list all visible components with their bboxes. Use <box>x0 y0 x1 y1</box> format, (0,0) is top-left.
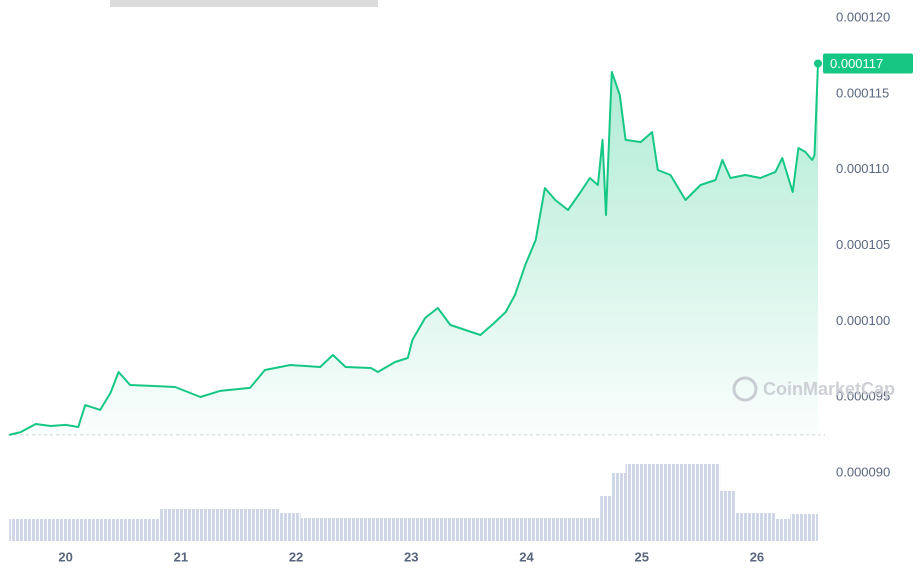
y-tick-label: 0.000115 <box>836 85 889 100</box>
volume-bar <box>720 491 736 541</box>
volume-bar <box>300 518 601 541</box>
y-tick-label: 0.000100 <box>836 313 890 328</box>
toolbar-placeholder <box>110 0 378 7</box>
volume-bar <box>735 513 776 541</box>
volume-bar <box>611 473 626 541</box>
x-tick-label: 20 <box>58 549 72 564</box>
volume-bar <box>160 509 280 541</box>
volume-bar <box>625 464 721 541</box>
y-tick-label: 0.000105 <box>836 237 890 252</box>
watermark: CoinMarketCap <box>763 379 895 399</box>
volume-bar <box>790 514 818 541</box>
volume-bar <box>775 519 791 541</box>
price-line <box>8 63 819 436</box>
x-tick-label: 22 <box>289 549 303 564</box>
last-point <box>814 59 822 68</box>
price-badge-label: 0.000117 <box>830 56 883 71</box>
x-tick-label: 24 <box>519 549 534 564</box>
volume-bar <box>9 519 161 541</box>
x-tick-label: 23 <box>404 549 418 564</box>
volume-bar <box>279 513 301 541</box>
x-tick-label: 25 <box>634 549 648 564</box>
watermark-logo <box>732 376 758 402</box>
y-tick-label: 0.000095 <box>836 389 890 404</box>
area-fill <box>9 63 818 435</box>
y-tick-label: 0.000110 <box>836 161 889 176</box>
x-tick-label: 26 <box>750 549 764 564</box>
volume-bar <box>600 496 612 541</box>
price-badge <box>823 53 913 74</box>
x-tick-label: 21 <box>174 549 188 564</box>
y-tick-label: 0.000090 <box>836 464 890 479</box>
y-tick-label: 0.000120 <box>836 9 890 24</box>
